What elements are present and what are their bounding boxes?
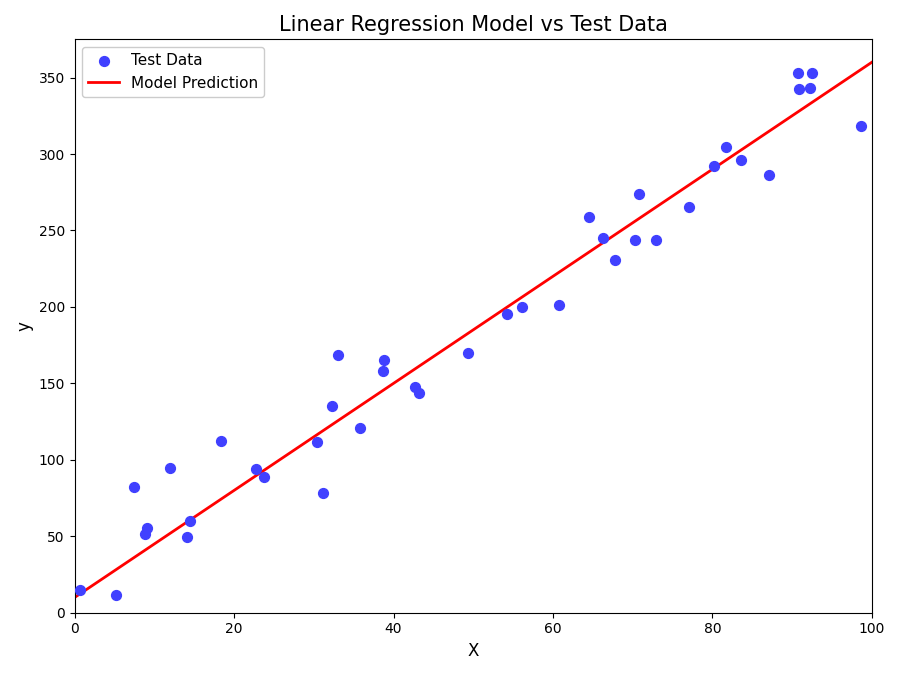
Test Data <box>412 388 427 399</box>
Test Data <box>581 211 596 222</box>
Y-axis label: y: y <box>15 321 33 331</box>
Test Data <box>256 472 271 483</box>
Test Data <box>249 464 264 475</box>
Test Data <box>802 83 816 94</box>
Test Data <box>791 83 806 94</box>
Test Data <box>325 401 339 412</box>
Test Data <box>180 531 194 542</box>
Test Data <box>138 529 152 540</box>
Test Data <box>608 254 622 265</box>
Test Data <box>791 68 806 78</box>
Test Data <box>183 515 197 526</box>
Test Data <box>127 481 141 492</box>
Test Data <box>632 189 646 200</box>
Test Data <box>213 436 228 447</box>
Test Data <box>552 300 566 310</box>
Test Data <box>353 423 367 433</box>
Test Data <box>515 302 529 313</box>
Test Data <box>377 355 392 366</box>
Test Data <box>140 523 154 534</box>
Test Data <box>73 585 87 595</box>
Test Data <box>719 142 733 153</box>
Test Data <box>682 201 697 212</box>
Test Data <box>706 160 721 171</box>
Test Data <box>310 437 324 448</box>
Test Data <box>315 487 329 498</box>
Test Data <box>461 348 475 358</box>
X-axis label: X: X <box>467 642 479 660</box>
Test Data <box>408 382 422 393</box>
Title: Linear Regression Model vs Test Data: Linear Regression Model vs Test Data <box>279 15 668 35</box>
Test Data <box>109 590 123 601</box>
Test Data <box>163 462 177 473</box>
Test Data <box>854 121 868 132</box>
Test Data <box>375 366 390 377</box>
Test Data <box>596 233 610 244</box>
Test Data <box>500 309 515 320</box>
Test Data <box>649 235 663 246</box>
Test Data <box>805 68 819 78</box>
Legend: Test Data, Model Prediction: Test Data, Model Prediction <box>82 47 265 97</box>
Test Data <box>734 155 748 165</box>
Test Data <box>331 350 346 360</box>
Test Data <box>628 235 643 246</box>
Test Data <box>762 169 777 180</box>
